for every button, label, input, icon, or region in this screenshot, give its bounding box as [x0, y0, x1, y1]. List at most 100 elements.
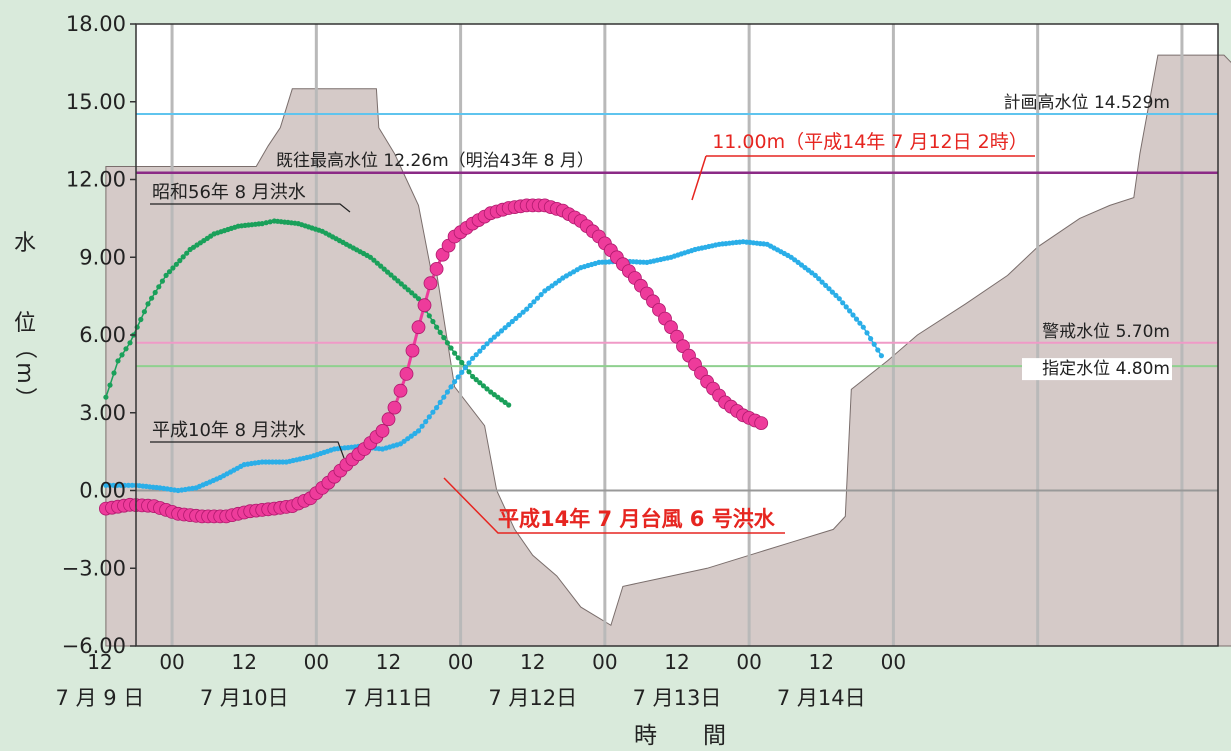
- data-point: [381, 266, 387, 272]
- x-date-label: 7 月14日: [777, 686, 866, 710]
- data-point: [473, 352, 479, 358]
- x-date-label: 7 月 9 日: [56, 686, 145, 710]
- y-tick-label: 3.00: [79, 401, 126, 425]
- terrain-area: [105, 54, 1231, 647]
- x-hour-label: 00: [736, 650, 761, 674]
- x-hour-label: 00: [448, 650, 473, 674]
- data-point: [429, 261, 444, 276]
- series-1: [103, 239, 885, 494]
- y-tick-label: 18.00: [66, 12, 126, 36]
- data-point: [556, 278, 562, 284]
- data-point: [388, 272, 394, 278]
- data-point: [145, 301, 151, 307]
- data-point: [506, 322, 512, 328]
- data-point: [387, 400, 402, 415]
- data-point: [378, 263, 384, 269]
- data-point: [531, 299, 537, 305]
- data-point: [826, 286, 832, 292]
- y-axis-title-char: 水: [14, 231, 36, 256]
- h10-leader: [150, 441, 345, 459]
- data-point: [491, 334, 497, 340]
- data-point: [470, 355, 476, 361]
- data-point: [375, 423, 390, 438]
- data-point: [823, 282, 829, 288]
- y-tick-label: 12.00: [66, 168, 126, 192]
- data-point: [393, 383, 408, 398]
- data-point: [177, 258, 183, 264]
- data-point: [860, 324, 866, 330]
- data-point: [812, 272, 818, 278]
- annotations: 11.00m（平成14年 7 月12日 2時） 平成14年 7 月台風 6 号洪水…: [150, 131, 1035, 534]
- data-point: [524, 306, 530, 312]
- data-point: [516, 312, 523, 318]
- y-tick-label: 6.00: [79, 323, 126, 347]
- data-point: [107, 482, 113, 488]
- data-point: [553, 280, 559, 286]
- data-point: [448, 384, 454, 390]
- reference-lines: 計画高水位 14.529m 既往最高水位 12.26m（明治43年 8 月） 警戒水…: [136, 93, 1218, 492]
- data-point: [402, 284, 408, 290]
- data-point: [441, 394, 447, 400]
- data-point: [385, 269, 391, 275]
- data-point: [488, 389, 494, 395]
- data-point: [115, 358, 121, 364]
- data-point: [875, 347, 881, 353]
- data-point: [864, 330, 870, 336]
- y-tick-label: −6.00: [62, 634, 126, 658]
- data-point: [426, 414, 432, 420]
- data-point: [430, 409, 436, 415]
- y-tick-label: 9.00: [79, 245, 126, 269]
- data-point: [405, 436, 411, 442]
- data-point: [477, 348, 483, 354]
- data-point: [166, 269, 173, 275]
- data-point: [452, 350, 458, 356]
- data-point: [412, 430, 418, 437]
- data-point: [426, 313, 432, 319]
- data-point: [399, 366, 414, 381]
- data-point: [398, 281, 404, 287]
- s56-leader: [150, 203, 351, 213]
- data-point: [127, 340, 133, 346]
- s14-leader: [443, 477, 785, 534]
- data-point: [419, 423, 425, 429]
- data-point: [114, 482, 120, 488]
- data-point: [488, 337, 494, 343]
- data-point: [173, 261, 179, 267]
- data-point: [534, 295, 541, 301]
- data-point: [434, 405, 440, 411]
- x-hour-label: 12: [87, 650, 112, 674]
- data-point: [847, 308, 853, 314]
- data-point: [163, 272, 169, 278]
- data-point: [470, 373, 476, 380]
- x-date-label: 7 月12日: [488, 686, 577, 710]
- data-point: [430, 318, 436, 325]
- data-point: [263, 220, 269, 226]
- data-point: [459, 359, 465, 366]
- data-point: [480, 383, 486, 389]
- y-tick-label: −3.00: [62, 556, 126, 580]
- x-date-label: 7 月11日: [344, 686, 433, 710]
- y-axis-title-char: 位: [14, 311, 36, 336]
- data-point: [513, 315, 519, 321]
- data-point: [480, 344, 486, 350]
- data-point: [401, 438, 407, 444]
- data-point: [118, 482, 124, 488]
- data-point: [538, 292, 544, 298]
- data-point: [437, 399, 443, 405]
- y-axis-title-char: m: [12, 362, 37, 383]
- x-date-label: 7 月13日: [633, 686, 722, 710]
- data-point: [484, 341, 490, 347]
- data-point: [409, 290, 415, 296]
- data-point: [506, 402, 512, 408]
- reference-label-bg: [1022, 358, 1172, 381]
- data-point: [448, 345, 454, 351]
- data-point: [423, 419, 429, 425]
- data-point: [412, 293, 418, 299]
- data-point: [415, 296, 422, 302]
- reference-label: 計画高水位 14.529m: [1004, 93, 1170, 113]
- peak-annotation: 11.00m（平成14年 7 月12日 2時）: [712, 131, 1028, 153]
- x-axis-title: 時 間: [634, 723, 726, 749]
- axes: 18.00 15.00 12.00 9.00 6.00 3.00 0.00 −3.00 −6.0…: [12, 12, 1219, 749]
- x-hour-label: 12: [520, 650, 545, 674]
- y-tick-label: 0.00: [79, 479, 126, 503]
